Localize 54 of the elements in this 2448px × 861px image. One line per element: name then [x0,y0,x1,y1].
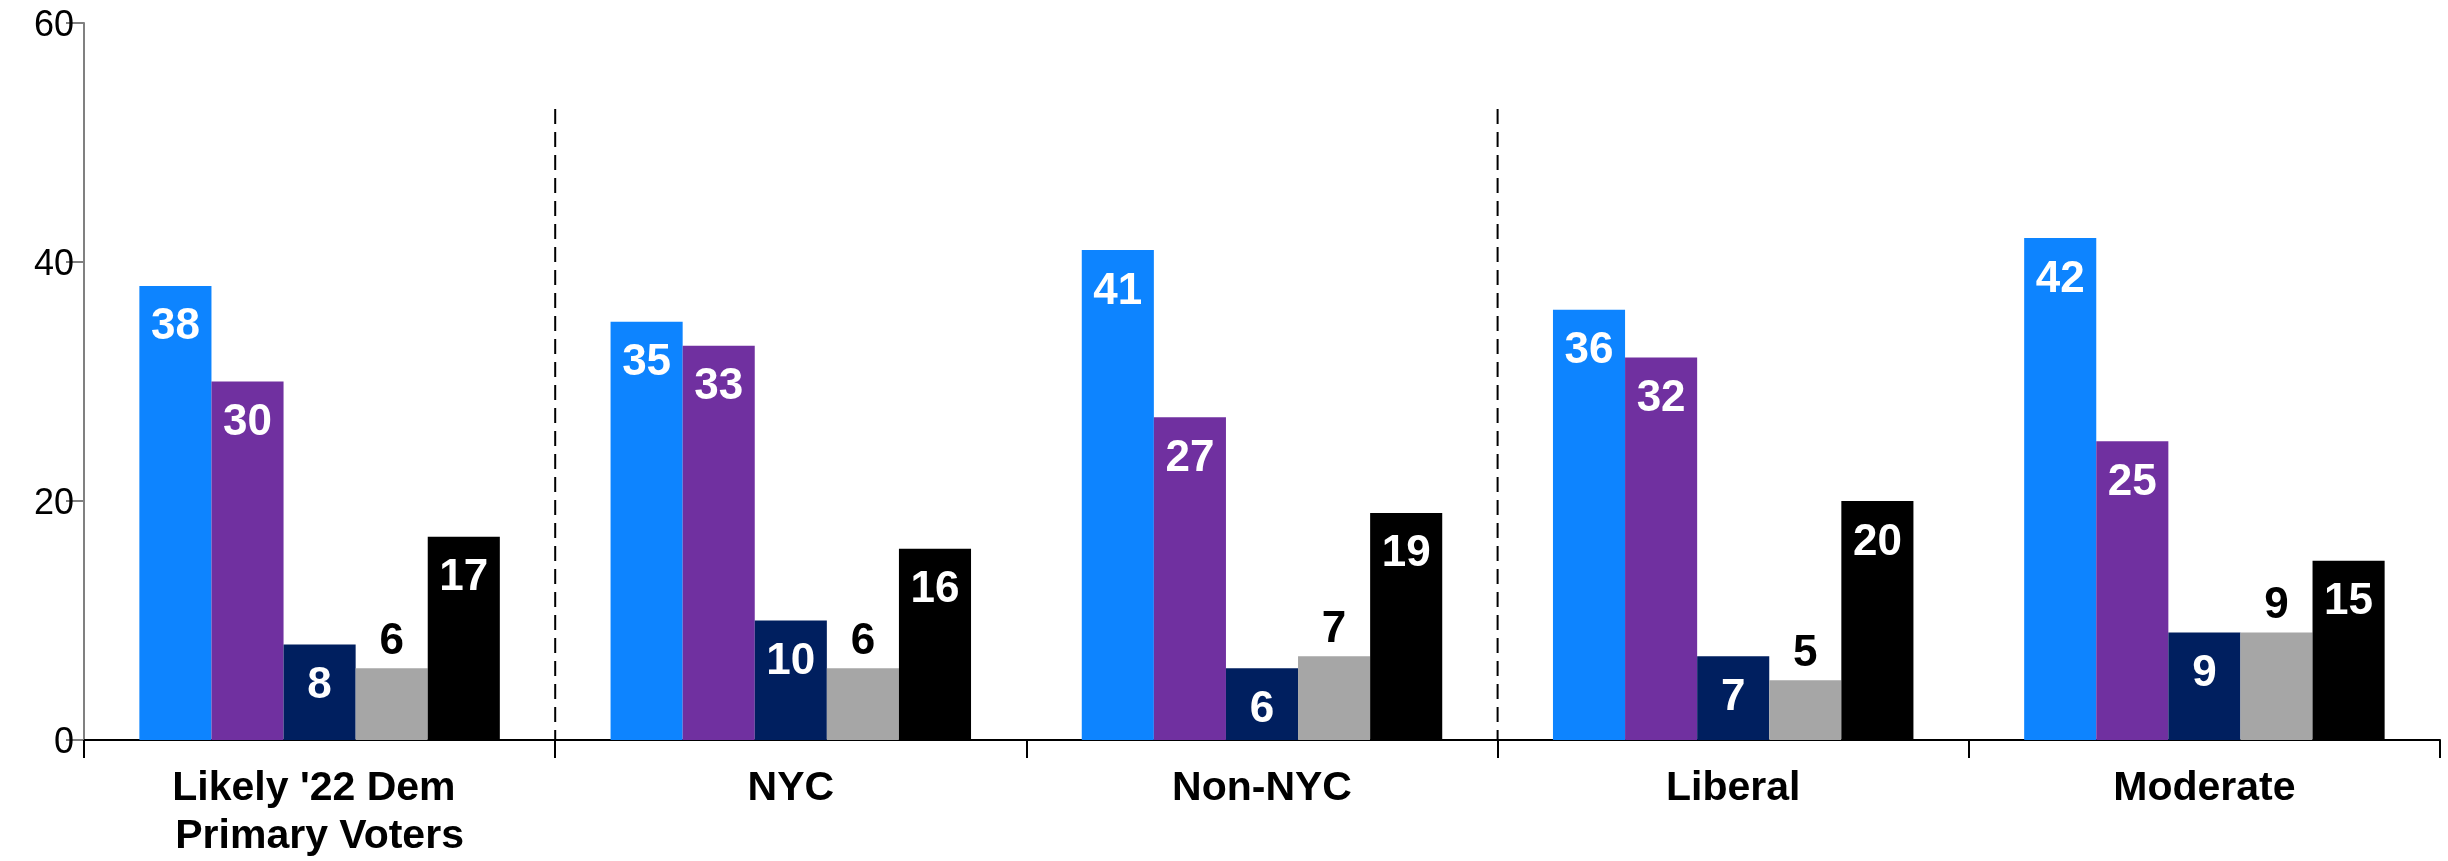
data-label: 17 [439,550,489,600]
bar [1769,680,1842,740]
bar [610,321,683,740]
data-label: 16 [910,562,960,612]
data-label: 42 [2035,251,2085,301]
bar [1697,656,1770,740]
data-label: 35 [622,335,672,385]
data-label: 7 [1321,601,1347,651]
bar [283,644,356,740]
bar [2024,238,2097,740]
data-label: 25 [2107,454,2157,504]
x-tick-label: Moderate [2113,763,2296,809]
y-tick-label: 40 [33,241,74,283]
y-tick-label: 60 [33,2,74,44]
x-tick-label: NYC [747,763,835,809]
x-tick-label: Non-NYC [1172,763,1352,809]
y-tick-label: 20 [33,480,74,522]
data-label: 27 [1165,430,1215,480]
bar [1625,357,1698,740]
data-label: 41 [1093,263,1143,313]
bar [139,285,212,740]
data-label: 33 [694,359,744,409]
bar [355,668,428,740]
y-tick-label: 0 [53,719,74,761]
data-label: 6 [1249,681,1275,731]
x-tick-label: Likely '22 Dem Primary Voters [172,763,467,857]
bar [2096,441,2169,740]
data-label: 20 [1852,514,1902,564]
data-label: 32 [1636,371,1686,421]
bar [1081,250,1154,740]
bar [2240,632,2313,740]
bar [2168,632,2241,740]
bar [1552,309,1626,740]
data-label: 30 [223,395,272,444]
bar [211,381,284,740]
data-label: 9 [2264,577,2289,627]
data-label: 38 [150,299,200,349]
data-label: 6 [379,613,404,663]
bar [1225,668,1299,740]
data-label: 7 [1720,669,1746,719]
bar [826,668,899,740]
bar [754,620,827,740]
bar [1298,656,1371,740]
data-label: 9 [2192,645,2217,695]
data-label: 10 [766,634,816,683]
data-label: 8 [307,657,332,707]
data-label: 36 [1564,323,1614,373]
x-tick-label: Liberal [1665,763,1801,809]
data-label: 19 [1381,526,1431,576]
data-label: 5 [1793,625,1818,675]
data-label: 6 [850,613,876,663]
data-label: 15 [2324,574,2374,624]
bar [682,345,755,740]
bar [1153,417,1226,740]
